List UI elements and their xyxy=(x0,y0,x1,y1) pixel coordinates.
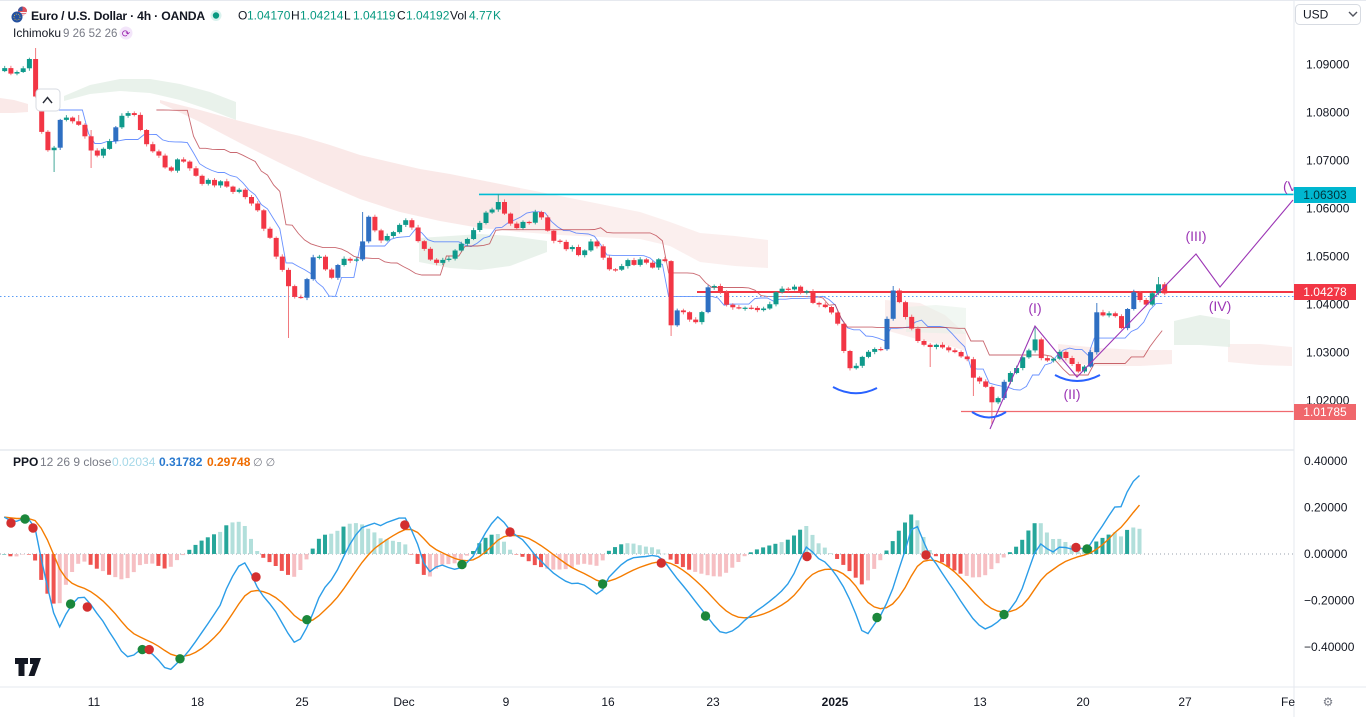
svg-text:H: H xyxy=(291,9,300,23)
svg-text:(I): (I) xyxy=(1028,300,1041,316)
svg-text:27: 27 xyxy=(1178,695,1192,709)
svg-text:16: 16 xyxy=(601,695,615,709)
svg-text:Vol: Vol xyxy=(450,9,467,23)
svg-text:1.08000: 1.08000 xyxy=(1306,106,1350,120)
svg-text:18: 18 xyxy=(191,695,205,709)
svg-text:20: 20 xyxy=(1076,695,1090,709)
svg-text:K: K xyxy=(493,9,501,23)
svg-text:1.04170: 1.04170 xyxy=(247,9,291,23)
svg-text:⚙: ⚙ xyxy=(1323,695,1334,709)
svg-text:(IV): (IV) xyxy=(1209,298,1232,314)
svg-text:1.04214: 1.04214 xyxy=(300,9,344,23)
svg-text:13: 13 xyxy=(973,695,987,709)
svg-text:1.04192: 1.04192 xyxy=(406,9,450,23)
svg-text:1.04000: 1.04000 xyxy=(1306,298,1350,312)
svg-text:1.04278: 1.04278 xyxy=(1303,285,1347,299)
svg-text:0.02034: 0.02034 xyxy=(112,455,156,469)
svg-text:−0.40000: −0.40000 xyxy=(1304,640,1355,654)
svg-text:0.40000: 0.40000 xyxy=(1304,454,1348,468)
svg-text:0.31782: 0.31782 xyxy=(159,455,203,469)
svg-text:11: 11 xyxy=(88,695,101,709)
svg-text:Ichimoku: Ichimoku xyxy=(13,26,61,40)
svg-text:9: 9 xyxy=(503,695,510,709)
svg-text:1.06000: 1.06000 xyxy=(1306,202,1350,216)
svg-text:1.09000: 1.09000 xyxy=(1306,58,1350,72)
svg-text:Euro / U.S. Dollar · 4h · OAND: Euro / U.S. Dollar · 4h · OANDA xyxy=(31,9,205,23)
svg-text:⟳: ⟳ xyxy=(122,29,131,40)
svg-text:O: O xyxy=(238,9,247,23)
svg-text:1.05000: 1.05000 xyxy=(1306,250,1350,264)
svg-text:25: 25 xyxy=(295,695,309,709)
svg-text:L: L xyxy=(344,9,351,23)
svg-text:(III): (III) xyxy=(1186,228,1207,244)
svg-text:−0.20000: −0.20000 xyxy=(1304,594,1355,608)
svg-text:1.07000: 1.07000 xyxy=(1306,154,1350,168)
svg-text:2025: 2025 xyxy=(822,695,849,709)
svg-text:12 26 9 close: 12 26 9 close xyxy=(40,455,112,469)
svg-text:23: 23 xyxy=(706,695,720,709)
svg-text:1.01785: 1.01785 xyxy=(1303,405,1347,419)
svg-text:Fe: Fe xyxy=(1281,695,1295,709)
svg-text:9 26 52 26: 9 26 52 26 xyxy=(63,28,117,40)
svg-text:1.03000: 1.03000 xyxy=(1306,346,1350,360)
svg-text:4.77: 4.77 xyxy=(469,9,493,23)
svg-text:∅ ∅: ∅ ∅ xyxy=(253,457,275,469)
svg-text:PPO: PPO xyxy=(13,455,38,469)
svg-text:0.29748: 0.29748 xyxy=(207,455,251,469)
svg-text:Dec: Dec xyxy=(393,695,414,709)
svg-text:(II): (II) xyxy=(1063,386,1080,402)
svg-text:C: C xyxy=(397,9,406,23)
svg-text:0.20000: 0.20000 xyxy=(1304,501,1348,515)
svg-text:USD: USD xyxy=(1303,8,1329,22)
svg-text:1.06303: 1.06303 xyxy=(1303,188,1347,202)
svg-text:1.04119: 1.04119 xyxy=(353,9,396,23)
svg-text:0.00000: 0.00000 xyxy=(1304,547,1348,561)
